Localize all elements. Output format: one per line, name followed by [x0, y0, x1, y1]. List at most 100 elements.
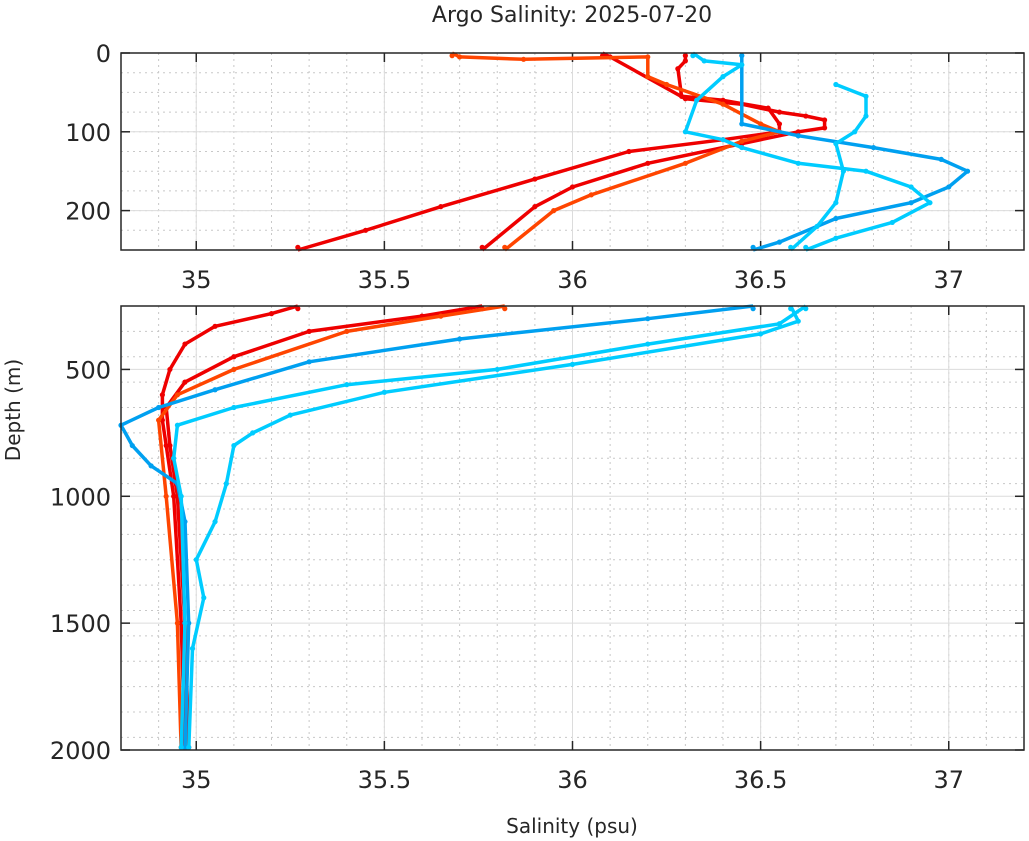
profile-red-2-point	[803, 113, 809, 119]
profile-cyan-1-point	[908, 184, 914, 190]
profile-orange-point	[663, 81, 670, 88]
profile-red-1-point	[776, 121, 783, 127]
profile-red-2-point	[532, 204, 538, 210]
profile-orange-point	[588, 192, 594, 198]
profile-red-2-point	[776, 109, 783, 115]
x-tick-label: 35.5	[358, 766, 411, 794]
profile-red-1-point	[532, 176, 538, 182]
profile-red-2-point	[795, 129, 801, 135]
profile-orange-point	[645, 74, 651, 80]
profile-cyan-1-point	[701, 58, 707, 64]
profile-orange-point	[682, 160, 688, 166]
profile-cyan-1-point	[720, 74, 726, 80]
profile-cyan-1-point	[494, 366, 500, 373]
profile-red-1-point	[167, 366, 173, 373]
profile-blue-point	[645, 316, 651, 322]
profile-red-1-point	[675, 66, 681, 72]
profile-blue-point	[964, 168, 971, 174]
profile-blue-point	[908, 200, 914, 206]
profile-blue-point	[182, 744, 188, 751]
profile-cyan-2-point	[381, 389, 387, 395]
profile-blue-point	[186, 620, 192, 626]
profile-blue-point	[833, 215, 839, 222]
profile-orange-point	[174, 392, 181, 398]
profile-red-2-point	[569, 184, 576, 190]
profile-orange-point	[645, 54, 651, 60]
profile-red-1-point	[295, 306, 301, 312]
x-axis-label: Salinity (psu)	[506, 814, 638, 838]
x-tick-label: 36	[557, 766, 588, 794]
profile-orange-point	[520, 56, 527, 62]
profile-cyan-2-point	[212, 519, 218, 525]
y-axis-label: Depth (m)	[1, 359, 25, 461]
y-tick-label: 100	[65, 119, 111, 147]
profile-cyan-1-point	[927, 200, 933, 206]
y-tick-label: 500	[65, 356, 111, 384]
x-tick-label: 35	[181, 266, 212, 294]
x-tick-label: 36	[557, 266, 588, 294]
profile-cyan-1-point	[690, 53, 696, 59]
profile-cyan-1-point	[182, 620, 188, 626]
profile-cyan-1-point	[178, 493, 184, 499]
profile-red-2-point	[821, 117, 828, 123]
profile-red-1-point	[171, 493, 177, 499]
profile-cyan-2-point	[788, 244, 794, 250]
profile-orange-point	[551, 208, 557, 214]
profile-red-1-point	[682, 53, 688, 59]
profile-cyan-1-point	[171, 455, 177, 461]
profile-blue-point	[750, 244, 756, 250]
x-tick-label: 37	[933, 766, 964, 794]
series-group	[295, 51, 971, 252]
profile-orange-point	[449, 53, 455, 59]
y-tick-label: 0	[96, 40, 111, 68]
profile-blue-point	[212, 387, 218, 393]
profile-cyan-2-point	[833, 200, 839, 206]
y-tick-label: 1500	[50, 610, 111, 638]
profile-cyan-2-point	[788, 306, 794, 312]
profile-blue-point	[938, 156, 944, 162]
profile-red-1-point	[212, 323, 218, 329]
axes-box	[120, 52, 1025, 251]
profile-red-1-point	[438, 204, 444, 210]
y-tick-label: 2000	[50, 737, 111, 765]
profile-cyan-1-point	[720, 137, 726, 143]
profile-red-1-point	[626, 148, 632, 155]
profile-red-2-point	[645, 160, 651, 166]
profile-cyan-1-point	[174, 422, 181, 428]
x-tick-label: 37	[933, 266, 964, 294]
profile-red-1-point	[163, 442, 169, 449]
profile-orange-point	[344, 328, 350, 334]
profile-blue-point	[129, 442, 135, 449]
profile-orange-point	[174, 620, 181, 626]
profile-cyan-1-point	[863, 168, 869, 174]
profile-cyan-2-point	[833, 81, 839, 88]
x-tick-label: 35	[181, 766, 212, 794]
profile-red-2-point	[821, 125, 828, 131]
profile-cyan-1-point	[795, 160, 801, 166]
profile-cyan-2-point	[814, 223, 820, 229]
profile-cyan-2-point	[833, 141, 839, 147]
profile-orange-point	[502, 244, 508, 250]
profile-blue-point	[870, 144, 877, 151]
profile-cyan-1-point	[889, 219, 895, 226]
profile-cyan-1-point	[694, 97, 700, 103]
profile-orange-point	[231, 366, 237, 373]
profile-red-1-point	[682, 58, 688, 64]
profile-cyan-2-point	[250, 430, 256, 436]
panel-lower: 35 35.5 36 36.5 37 500 1000 1500 2000	[50, 304, 1025, 794]
profile-blue-point	[457, 336, 463, 342]
profile-cyan-1-point	[231, 404, 237, 411]
profile-cyan-2-point	[189, 645, 196, 652]
x-tick-label: 36.5	[734, 766, 787, 794]
profile-blue-point	[776, 239, 783, 245]
profile-orange-point	[457, 54, 463, 60]
profile-red-1-point	[159, 392, 165, 398]
panel-upper: 35 35.5 36 36.5 37 0 100 200	[65, 40, 1025, 294]
profile-cyan-2-point	[795, 318, 801, 324]
profile-red-1-point	[295, 244, 301, 250]
profile-red-2-point	[306, 328, 312, 334]
profile-cyan-1-point	[803, 306, 809, 312]
profile-cyan-2-point	[569, 361, 576, 367]
profile-cyan-1-point	[803, 244, 809, 250]
